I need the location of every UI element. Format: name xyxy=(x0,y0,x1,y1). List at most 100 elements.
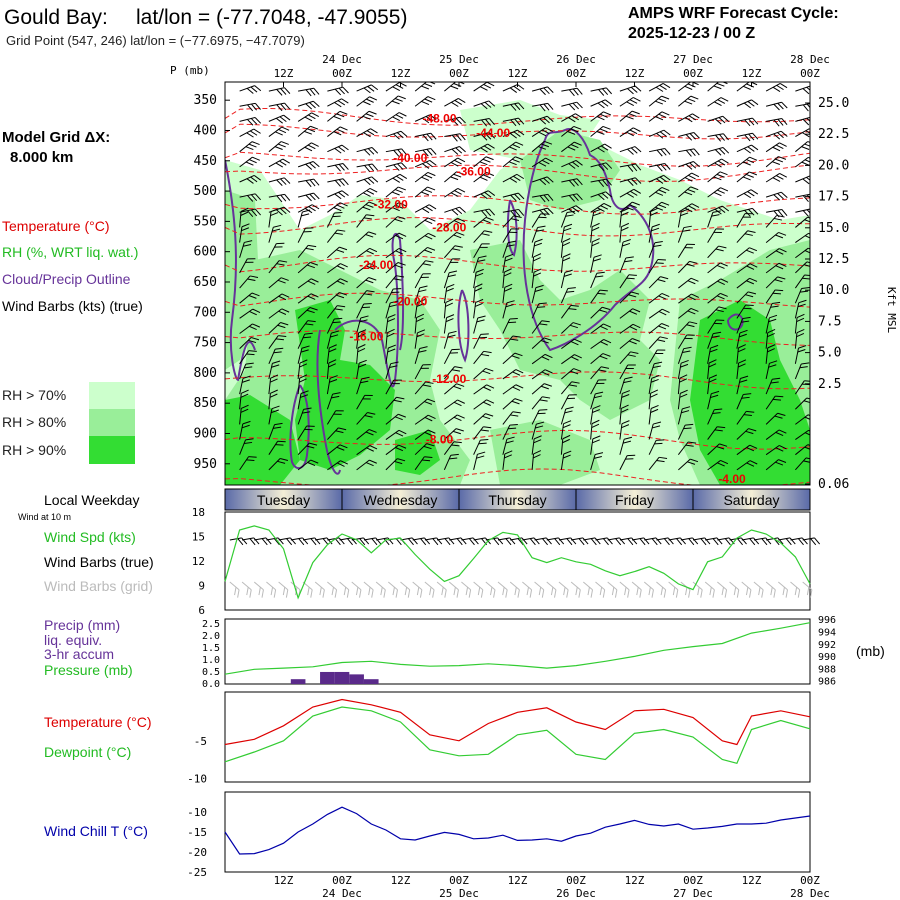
wind-barb xyxy=(648,404,659,425)
wind-barb xyxy=(297,359,308,380)
wind-barb xyxy=(560,253,571,273)
wind-barb xyxy=(444,399,465,410)
wind-chill-label: Wind Chill T (°C) xyxy=(44,823,148,839)
wind-barb xyxy=(444,231,465,243)
grid-wind-barb xyxy=(741,581,752,598)
true-wind-barb xyxy=(790,537,808,546)
wind-barb xyxy=(268,405,280,425)
wind-barb xyxy=(736,359,747,380)
grid-wind-barb xyxy=(546,581,557,598)
wind-barb xyxy=(560,420,572,440)
wind-barb xyxy=(356,359,367,380)
wind-barb xyxy=(473,413,494,425)
wind-barb xyxy=(327,163,349,172)
wind-barb xyxy=(473,451,486,470)
wind-barb xyxy=(473,268,484,289)
wind-barb xyxy=(327,444,348,456)
wind-barb xyxy=(531,435,542,455)
wind-barb xyxy=(268,114,291,124)
time-tick-label: 12Z xyxy=(391,874,411,887)
wind-barb xyxy=(297,244,317,259)
rh70-label: RH > 70% xyxy=(2,387,66,403)
wind-barb xyxy=(356,187,378,198)
temperature-contour-labels: -48.00 -44.00 -40.00 -36.00 -32.00 -28.00 -24.… xyxy=(349,111,746,486)
date-label: 25 Dec xyxy=(439,887,479,900)
wind-barb xyxy=(414,232,436,244)
wind-barb xyxy=(414,381,434,395)
wind-barb xyxy=(736,132,759,142)
precip-tick-label: 2.0 xyxy=(202,631,220,642)
true-wind-barb xyxy=(558,537,577,546)
time-tick-label: 12Z xyxy=(742,67,762,80)
wind-barb xyxy=(385,344,396,364)
wind-barb xyxy=(590,452,604,470)
time-tick-label: 00Z xyxy=(449,874,469,887)
wind-chill-tick-label: -10 xyxy=(187,806,207,819)
grid-wind-barb xyxy=(424,581,435,598)
wind-barb xyxy=(707,133,729,142)
rh70-swatch xyxy=(89,382,135,409)
cloud-outline xyxy=(457,289,470,363)
wind-barb xyxy=(619,146,642,155)
wind-barb xyxy=(560,394,577,410)
wind-barb xyxy=(561,101,583,111)
wind-barbs-grid-label: Wind Barbs (grid) xyxy=(44,578,153,594)
wind-barb xyxy=(268,308,290,319)
wind-barb xyxy=(736,117,759,127)
wind-barb xyxy=(677,374,688,395)
pressure-tick-label: 750 xyxy=(194,336,217,351)
wind-barb xyxy=(268,126,290,137)
pressure-tick-label: 992 xyxy=(818,640,836,651)
wind-speed-frame xyxy=(224,511,811,611)
wind-barb xyxy=(239,174,262,184)
precip-bar xyxy=(363,679,379,684)
wind-barb xyxy=(736,144,759,154)
wind-barb xyxy=(677,441,697,456)
wind-barb xyxy=(356,329,367,349)
time-tick-label: 12Z xyxy=(274,67,294,80)
wind-chill-panel: -10 -15 -20 -25 Wind Chill T (°C) xyxy=(44,791,811,879)
precip-bars xyxy=(290,671,379,684)
pressure-tick-label: 996 xyxy=(818,615,836,626)
dewpoint-label: Dewpoint (°C) xyxy=(44,744,131,760)
pressure-label: Pressure (mb) xyxy=(44,662,133,678)
true-wind-barb xyxy=(802,537,821,546)
wind-barb xyxy=(707,306,727,319)
temperature-axis: -5 -10 xyxy=(187,735,207,786)
precip-tick-label: 0.0 xyxy=(202,679,220,690)
wind-barb xyxy=(648,308,670,319)
grid-wind-barb xyxy=(278,581,289,598)
true-wind-barb xyxy=(644,537,662,546)
true-wind-barb xyxy=(266,537,284,546)
wind-barb xyxy=(239,207,249,228)
wind-barb xyxy=(444,383,465,395)
wind-barb xyxy=(795,216,810,228)
wind-barb xyxy=(268,158,291,168)
wind-barb xyxy=(385,288,402,304)
wind-barb xyxy=(297,332,313,349)
wind-barb xyxy=(414,329,426,349)
temperature-contour-label: -40.00 xyxy=(393,151,427,165)
wind-barb xyxy=(239,308,261,319)
wind-barb xyxy=(707,278,729,289)
true-wind-barb xyxy=(778,537,796,546)
wind-barb xyxy=(590,435,601,455)
weekday-label: Friday xyxy=(615,492,654,508)
wind-barb xyxy=(473,118,495,127)
precip-tick-label: 0.5 xyxy=(202,667,220,678)
wind-barb xyxy=(444,116,466,126)
wind-barb xyxy=(414,171,436,183)
wind-barb xyxy=(619,404,629,425)
true-wind-barb xyxy=(290,537,309,546)
wind-barb xyxy=(531,383,552,395)
wind-barb xyxy=(385,300,399,319)
wind-barb xyxy=(356,214,375,228)
wind-barb xyxy=(736,316,751,334)
wind-barb xyxy=(385,248,407,259)
wind-barb xyxy=(444,217,465,228)
wind-barb xyxy=(677,389,688,410)
wind-barb xyxy=(531,396,551,410)
grid-wind-barb xyxy=(229,581,240,598)
pressure-tick-label: 650 xyxy=(194,275,217,290)
wind-barb xyxy=(239,438,254,455)
